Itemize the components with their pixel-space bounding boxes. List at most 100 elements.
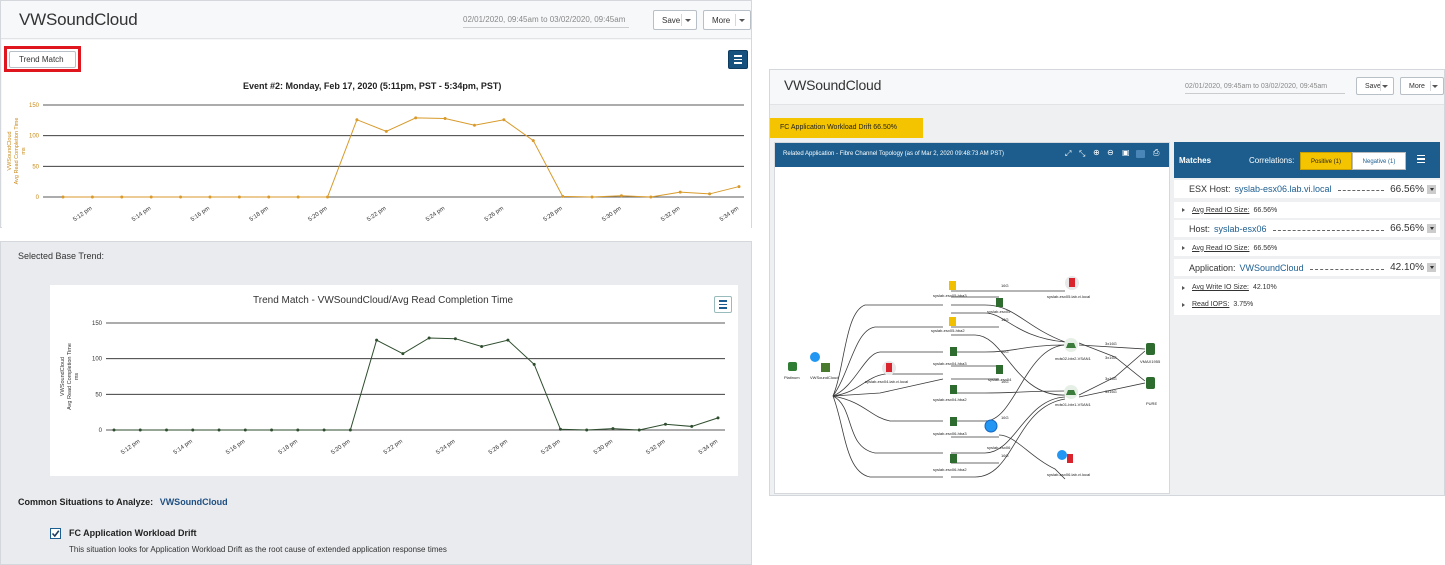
chevron-down-icon[interactable] (1427, 184, 1436, 194)
x-tick-label: 5:22 pm (383, 439, 404, 456)
link-label-4: 16G (1001, 379, 1009, 384)
y-tick-label: 150 (29, 103, 40, 109)
y-tick-label: 0 (99, 428, 103, 434)
save-button[interactable]: Save (653, 10, 697, 30)
hamburger-icon (734, 55, 742, 57)
esx06-icon[interactable] (984, 419, 998, 433)
match-row-host[interactable]: Host: syslab-esx06 66.56% (1174, 220, 1440, 237)
esx05-label: syslab-esx05 (987, 309, 1011, 314)
platinum-icon[interactable] (788, 362, 797, 371)
situation-checkbox[interactable] (50, 528, 61, 539)
expand-arrow-icon[interactable] (1182, 246, 1185, 250)
y-axis-label: VWSoundCloud (7, 131, 13, 170)
expand-icon[interactable]: ⤢ (1065, 149, 1072, 158)
chart1-menu-button[interactable] (728, 50, 748, 69)
trend-match-button[interactable]: Trend Match (9, 51, 76, 68)
data-point (355, 118, 359, 122)
hba2-06-icon[interactable] (950, 454, 957, 463)
vmax-icon[interactable] (1146, 343, 1155, 355)
hamburger-icon (719, 300, 727, 302)
left-header-panel: VWSoundCloud 02/01/2020, 09:45am to 03/0… (0, 0, 752, 228)
negative-toggle[interactable]: Negative (1) (1352, 152, 1406, 170)
trend-panel: Selected Base Trend: Trend Match - VWSou… (0, 241, 752, 565)
y-axis-label: Avg Read Completion Time (67, 343, 73, 410)
x-tick-label: 5:22 pm (366, 206, 387, 223)
esx04-icon[interactable] (996, 365, 1003, 374)
topology-links (832, 290, 1146, 480)
app-icon[interactable] (821, 363, 830, 372)
y-axis-label: ms (21, 147, 27, 155)
data-point (531, 139, 535, 143)
match-value[interactable]: syslab-esx06.lab.vi.local (1234, 184, 1332, 194)
pure-icon[interactable] (1146, 377, 1155, 389)
topology-header: Related Application - Fibre Channel Topo… (775, 143, 1169, 167)
switch1-label: mds01-bbr1-VSAN1 (1055, 402, 1092, 407)
match-sub-row[interactable]: Avg Read IO Size: 66.56% (1174, 202, 1440, 218)
situation-tab[interactable]: FC Application Workload Drift 66.50% (770, 118, 923, 138)
match-sub-row[interactable]: Avg Write IO Size: 42.10% Read IOPS: 3.7… (1174, 279, 1440, 315)
y-tick-label: 100 (92, 357, 103, 363)
fit-icon[interactable]: ▣ (1122, 148, 1130, 157)
zoom-out-icon[interactable]: ⊖ (1107, 148, 1114, 157)
chevron-down-icon[interactable] (1427, 224, 1436, 233)
y-tick-label: 100 (29, 134, 40, 140)
trend-match-label: Trend Match (19, 55, 64, 64)
data-point (708, 192, 712, 196)
matches-header: Matches Correlations: Positive (1) Negat… (1174, 142, 1440, 178)
x-tick-label: 5:34 pm (719, 206, 740, 223)
match-sub-row[interactable]: Avg Read IO Size: 66.56% (1174, 240, 1440, 256)
expand-arrow-icon[interactable] (1182, 285, 1185, 290)
match-row-application[interactable]: Application: VWSoundCloud 42.10% (1174, 259, 1440, 276)
x-tick-label: 5:18 pm (278, 439, 299, 456)
right-save-button[interactable]: Save (1356, 77, 1394, 95)
sub-label[interactable]: Read IOPS: (1192, 301, 1230, 308)
esx05-icon[interactable] (996, 298, 1003, 307)
right-more-button[interactable]: More (1400, 77, 1444, 95)
export-icon[interactable] (1136, 150, 1145, 158)
hba2-04-icon[interactable] (950, 385, 957, 394)
hba3-04-icon[interactable] (950, 347, 957, 356)
hba2-04-label: syslab-esx04-hba2 (933, 397, 967, 402)
sub-label[interactable]: Avg Read IO Size: (1192, 206, 1250, 214)
save-label: Save (662, 15, 681, 25)
expand-arrow-icon[interactable] (1182, 208, 1185, 212)
common-situations-app-link[interactable]: VWSoundCloud (159, 497, 228, 507)
print-icon[interactable]: ⎙ (1153, 148, 1160, 157)
chart2-menu-button[interactable] (714, 296, 732, 313)
x-tick-label: 5:18 pm (249, 206, 270, 223)
sub-label[interactable]: Avg Write IO Size: (1192, 284, 1249, 291)
data-point (532, 362, 536, 366)
data-point (165, 428, 169, 432)
match-value[interactable]: syslab-esx06 (1214, 223, 1267, 234)
match-row-esx-host[interactable]: ESX Host: syslab-esx06.lab.vi.local 66.5… (1174, 180, 1440, 198)
hba2-05-icon[interactable] (949, 317, 956, 326)
hba3-05-icon[interactable] (949, 281, 956, 290)
positive-toggle[interactable]: Positive (1) (1300, 152, 1352, 170)
x-tick-label: 5:16 pm (190, 206, 211, 223)
data-point (322, 428, 326, 432)
esx06-full-icon[interactable] (1067, 454, 1073, 463)
x-tick-label: 5:28 pm (540, 439, 561, 456)
right-date-range-picker[interactable]: 02/01/2020, 09:45am to 03/02/2020, 09:45… (1185, 83, 1345, 94)
y-tick-label: 150 (92, 321, 103, 327)
x-tick-label: 5:30 pm (601, 206, 622, 223)
sub-label[interactable]: Avg Read IO Size: (1192, 244, 1250, 252)
data-point (384, 129, 388, 133)
chart2-card: Trend Match - VWSoundCloud/Avg Read Comp… (50, 285, 738, 476)
match-value[interactable]: VWSoundCloud (1239, 262, 1304, 273)
collapse-icon[interactable]: ⤡ (1079, 149, 1086, 158)
match-pct: 42.10% (1390, 262, 1424, 273)
zoom-in-icon[interactable]: ⊕ (1093, 148, 1100, 157)
hba3-06-icon[interactable] (950, 417, 957, 426)
more-button[interactable]: More (703, 10, 751, 30)
x-tick-label: 5:32 pm (645, 439, 666, 456)
data-point (716, 416, 720, 420)
expand-arrow-icon[interactable] (1182, 302, 1185, 307)
data-point (270, 428, 274, 432)
matches-menu-icon[interactable] (1417, 155, 1425, 163)
chevron-down-icon[interactable] (1427, 263, 1436, 272)
x-tick-label: 5:30 pm (593, 439, 614, 456)
date-range-picker[interactable]: 02/01/2020, 09:45am to 03/02/2020, 09:45… (463, 15, 629, 28)
right-more-label: More (1409, 82, 1425, 90)
data-point (267, 195, 271, 199)
